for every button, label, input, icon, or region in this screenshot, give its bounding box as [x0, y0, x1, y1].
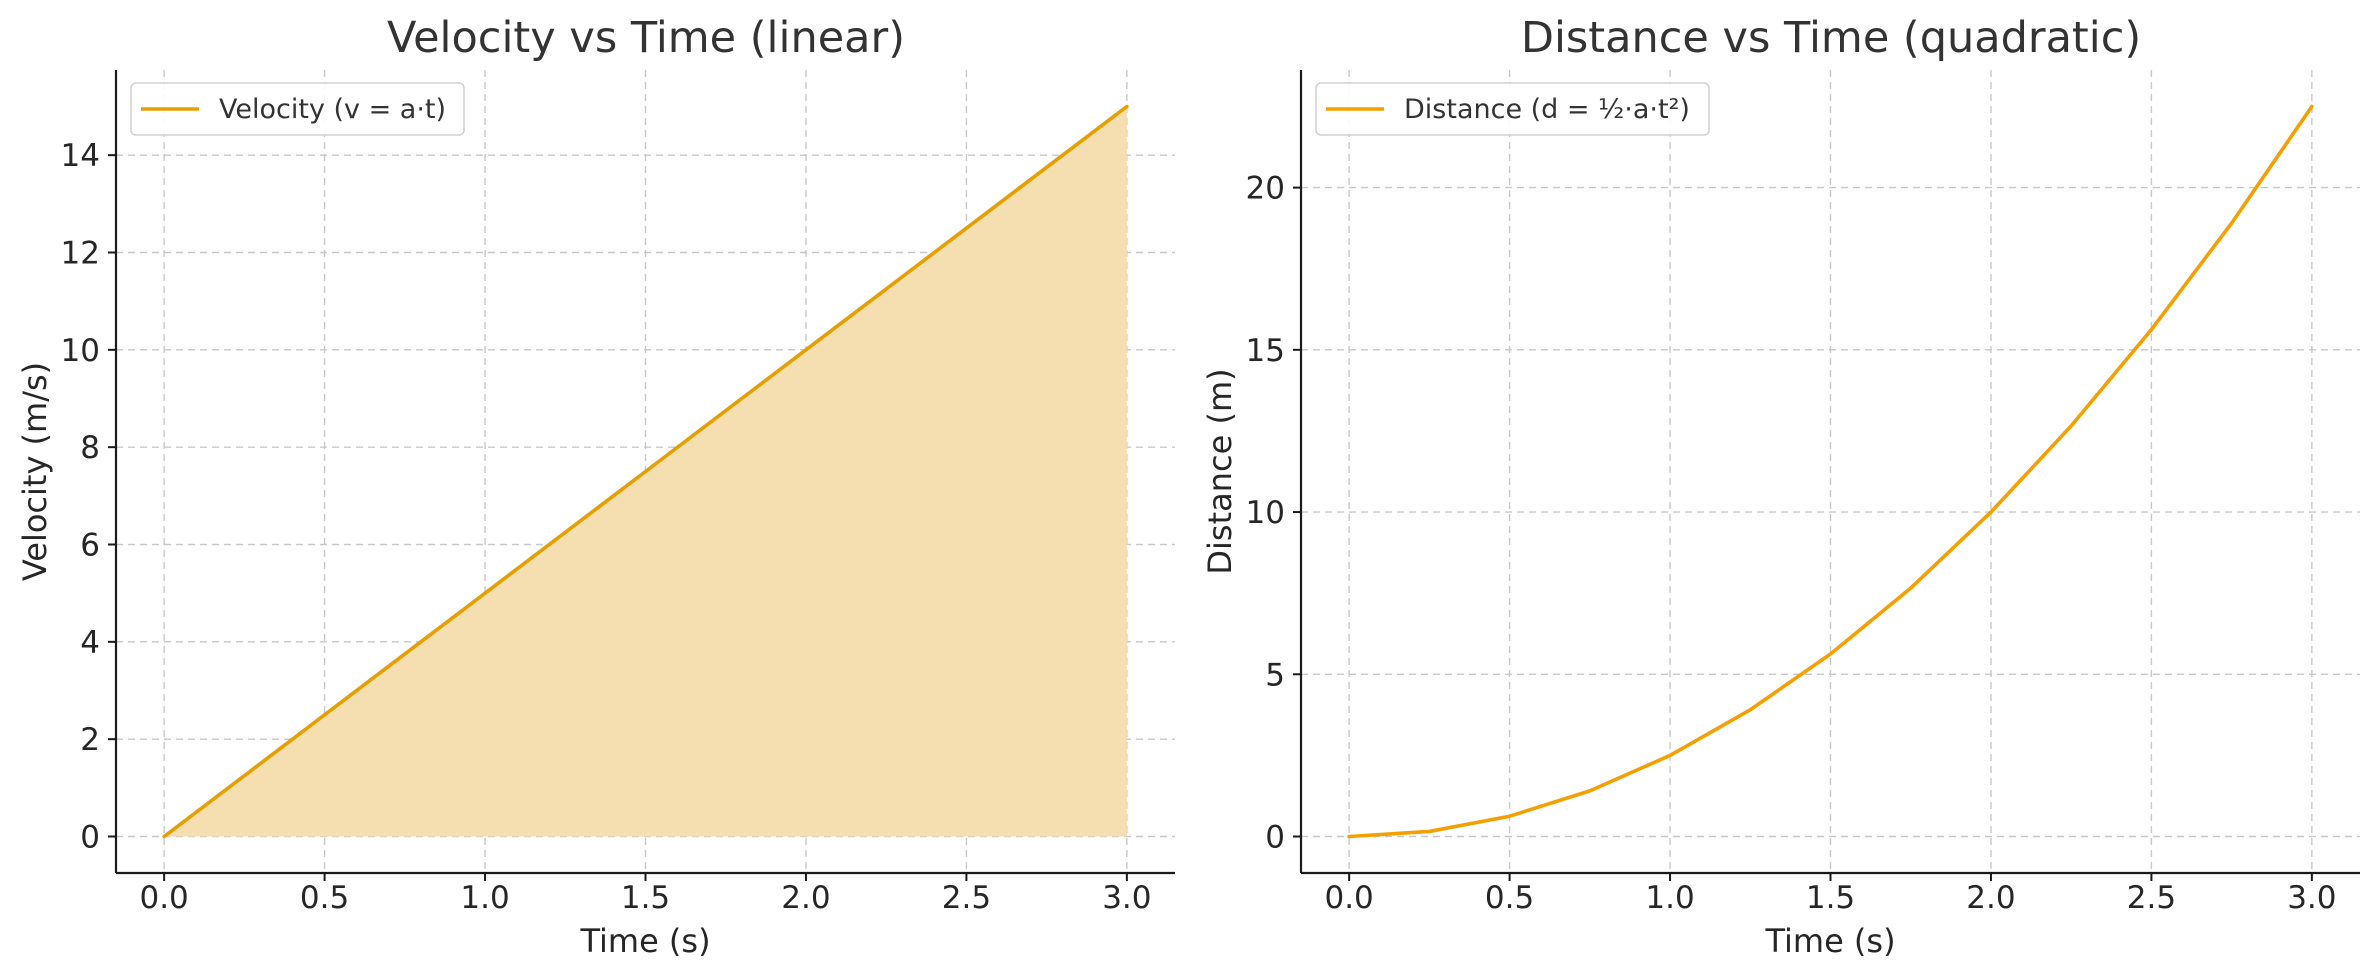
distance-x-tick-label: 0.5 — [1485, 880, 1534, 916]
velocity-y-tick-label: 4 — [80, 625, 100, 661]
velocity-y-axis-label: Velocity (m/s) — [16, 362, 54, 581]
velocity-y-tick-label: 6 — [80, 528, 100, 564]
velocity-x-tick-label: 3.0 — [1102, 880, 1151, 916]
velocity-chart-title: Velocity vs Time (linear) — [387, 13, 905, 63]
distance-legend-label: Distance (d = ½·a·t²) — [1404, 94, 1690, 125]
distance-y-tick-label: 5 — [1265, 657, 1285, 693]
velocity-x-tick-label: 0.0 — [139, 880, 188, 916]
distance-y-tick-label: 10 — [1246, 495, 1285, 531]
velocity-x-tick-label: 2.0 — [781, 880, 830, 916]
velocity-x-tick-label: 1.5 — [621, 880, 670, 916]
velocity-legend-label: Velocity (v = a·t) — [219, 94, 446, 125]
velocity-x-tick-label: 2.5 — [942, 880, 991, 916]
distance-y-tick-label: 20 — [1246, 171, 1285, 207]
distance-series-line — [1347, 104, 2314, 839]
velocity-x-tick-label: 1.0 — [460, 880, 509, 916]
distance-y-tick-label: 0 — [1265, 820, 1285, 856]
velocity-legend: Velocity (v = a·t) — [130, 82, 465, 136]
distance-x-tick-label: 0.0 — [1324, 880, 1373, 916]
distance-x-tick-label: 2.0 — [1966, 880, 2015, 916]
distance-chart-panel: 0.0 0.5 1.0 1.5 2.0 2.5 3.0 0 5 10 15 20 Distance vs… — [1201, 13, 2360, 960]
velocity-legend-box — [130, 82, 465, 136]
distance-x-tick-label: 1.5 — [1806, 880, 1855, 916]
distance-x-tick-label: 1.0 — [1645, 880, 1694, 916]
velocity-series-line — [162, 104, 1129, 839]
velocity-chart-panel: 0.0 0.5 1.0 1.5 2.0 2.5 3.0 0 2 4 6 8 10 12 14 Velocity… — [16, 13, 1175, 960]
velocity-y-tick-label: 2 — [80, 722, 100, 758]
distance-y-axis-label: Distance (m) — [1201, 368, 1239, 574]
distance-legend: Distance (d = ½·a·t²) — [1315, 82, 1710, 136]
velocity-x-axis-label: Time (s) — [579, 922, 710, 960]
velocity-y-tick-label: 10 — [61, 333, 100, 369]
velocity-y-tick-label: 14 — [61, 138, 100, 174]
velocity-y-tick-label: 0 — [80, 820, 100, 856]
distance-x-axis-label: Time (s) — [1764, 922, 1895, 960]
distance-x-tick-label: 3.0 — [2287, 880, 2336, 916]
velocity-y-tick-label: 12 — [61, 236, 100, 272]
velocity-y-tick-label: 8 — [80, 430, 100, 466]
distance-legend-box — [1315, 82, 1710, 136]
distance-y-tick-label: 15 — [1246, 333, 1285, 369]
distance-x-tick-label: 2.5 — [2127, 880, 2176, 916]
velocity-x-tick-label: 0.5 — [300, 880, 349, 916]
distance-chart-title: Distance vs Time (quadratic) — [1521, 13, 2141, 63]
